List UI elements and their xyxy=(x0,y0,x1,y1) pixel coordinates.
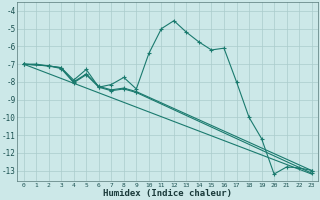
X-axis label: Humidex (Indice chaleur): Humidex (Indice chaleur) xyxy=(103,189,232,198)
